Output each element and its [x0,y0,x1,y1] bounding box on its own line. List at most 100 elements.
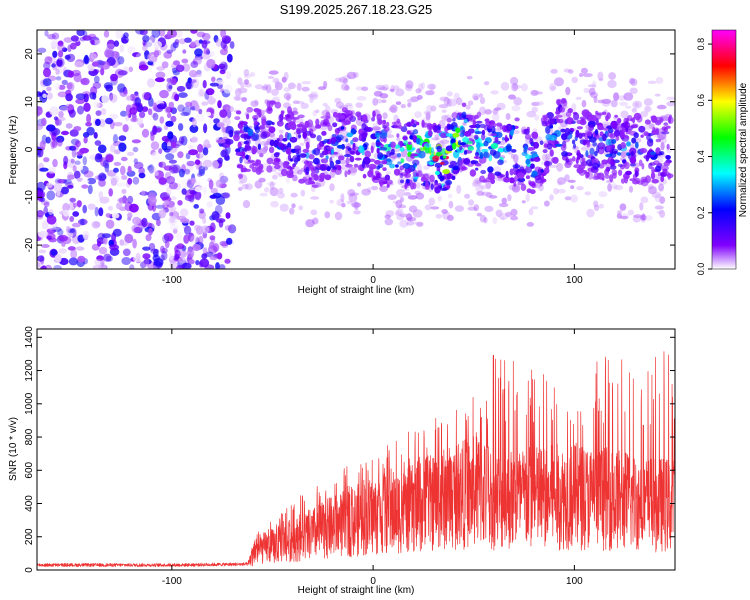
halo-blob [556,162,564,172]
halo-blob [526,111,536,118]
snr-x-ticks: -100 0 100 [162,329,583,587]
halo-blob [654,93,661,97]
halo-blob [467,206,478,211]
noise-blob [211,159,219,170]
snr-y-tick-label: 400 [24,495,35,512]
signal-blob [532,133,538,140]
signal-blob [361,123,367,130]
noise-blob [71,222,81,228]
signal-blob [245,154,249,160]
noise-blob [117,197,127,203]
halo-blob [479,214,486,223]
halo-blob [475,184,484,193]
noise-blob [203,47,210,55]
halo-blob [520,83,528,92]
signal-blob [376,147,380,154]
noise-blob [109,102,117,110]
signal-blob [586,130,592,137]
signal-blob [480,169,487,175]
noise-blob [50,140,55,150]
halo-blob [285,176,290,184]
noise-blob [202,159,213,168]
halo-blob [598,203,605,209]
noise-blob [199,208,205,214]
spectrogram-x-ticks: -100 0 100 [162,30,583,286]
noise-blob [166,112,172,119]
signal-blob [661,131,670,135]
noise-blob [158,161,163,168]
noise-blob [162,234,170,244]
signal-blob [475,167,479,171]
signal-blob [633,112,642,121]
halo-blob [267,181,277,186]
signal-blob [253,109,260,113]
halo-blob [352,71,359,78]
signal-blob [280,168,288,177]
signal-blob [503,176,511,183]
signal-blob [463,118,468,124]
halo-blob [472,93,480,101]
signal-blob [400,158,405,164]
halo-blob [416,94,423,100]
noise-blob [38,249,47,254]
halo-blob [507,194,512,202]
noise-blob [215,38,222,47]
noise-blob [209,255,218,261]
noise-blob [69,197,76,203]
signal-blob [581,157,586,163]
signal-blob [655,165,662,172]
noise-blob [87,184,93,195]
noise-blob [37,255,45,262]
chart-title: S199.2025.267.18.23.G25 [280,2,433,17]
noise-blob [172,228,178,234]
noise-blob [41,264,47,269]
noise-blob [155,71,166,79]
halo-blob [322,102,328,107]
halo-blob [250,100,259,107]
noise-blob [228,130,234,138]
signal-blob [330,137,336,145]
noise-blob [178,38,186,45]
signal-blob [345,113,354,121]
signal-blob [285,148,291,155]
noise-blob [122,124,129,133]
noise-blob [88,33,97,39]
halo-blob [508,94,516,100]
signal-blob [325,111,331,120]
halo-blob [437,195,442,202]
halo-blob [245,183,253,191]
halo-blob [582,73,593,78]
halo-blob [355,102,363,108]
halo-blob [353,210,361,215]
signal-blob [665,125,671,129]
halo-blob [407,195,418,200]
signal-blob [238,173,243,179]
signal-blob [474,131,483,135]
noise-blob [65,225,70,233]
signal-blob [528,181,536,187]
signal-blob [645,155,650,162]
halo-blob [478,184,486,189]
halo-blob [254,84,264,90]
spectrogram-y-label: Frequency (Hz) [8,116,19,185]
noise-blob [201,253,208,260]
halo-blob [415,192,425,200]
signal-blob [446,124,455,130]
noise-blob [94,206,99,217]
halo-blob [616,210,623,215]
signal-blob [386,121,390,127]
signal-blob [411,147,416,151]
halo-blob [639,202,644,211]
noise-blob [188,149,199,156]
snr-y-tick-label: 800 [24,428,35,445]
signal-blob [460,126,466,135]
signal-blob [427,129,433,137]
halo-blob [456,97,463,106]
noise-blob [166,78,172,83]
signal-blob [631,137,637,144]
signal-blob [592,142,598,147]
noise-blob [226,109,232,119]
halo-blob [584,191,591,196]
signal-blob [523,128,530,135]
halo-blob [592,80,597,90]
